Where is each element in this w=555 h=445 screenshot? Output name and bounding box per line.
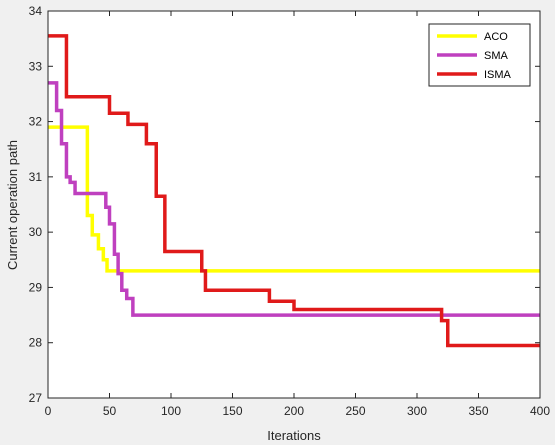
y-tick-label: 32 [29,115,43,129]
x-tick-label: 200 [284,404,304,418]
x-tick-label: 150 [222,404,242,418]
x-tick-label: 100 [161,404,181,418]
y-tick-label: 30 [29,225,43,239]
x-tick-label: 300 [407,404,427,418]
y-axis-title: Current operation path [5,140,20,270]
y-tick-label: 27 [29,391,43,405]
x-tick-label: 400 [530,404,550,418]
x-tick-label: 350 [468,404,488,418]
x-axis-title: Iterations [267,428,321,443]
legend-label-isma: ISMA [484,69,512,81]
x-tick-label: 50 [103,404,117,418]
legend: ACO SMA ISMA [428,23,531,87]
series-line-aco [48,125,540,273]
y-tick-label: 34 [29,4,43,18]
y-tick-label: 33 [29,59,43,73]
x-tick-label: 250 [345,404,365,418]
y-tick-label: 28 [29,336,43,350]
series-line-sma [48,81,540,317]
series-line-isma [48,34,540,348]
x-tick-label: 0 [45,404,52,418]
legend-label-sma: SMA [484,50,509,62]
y-tick-label: 31 [29,170,43,184]
legend-label-aco: ACO [484,31,508,43]
axes-layer: 0 50 100 150 200 250 300 350 400 27 28 29 30 31 32 33 34 [29,4,551,418]
y-tick-label: 29 [29,280,43,294]
series-layer [48,34,540,348]
